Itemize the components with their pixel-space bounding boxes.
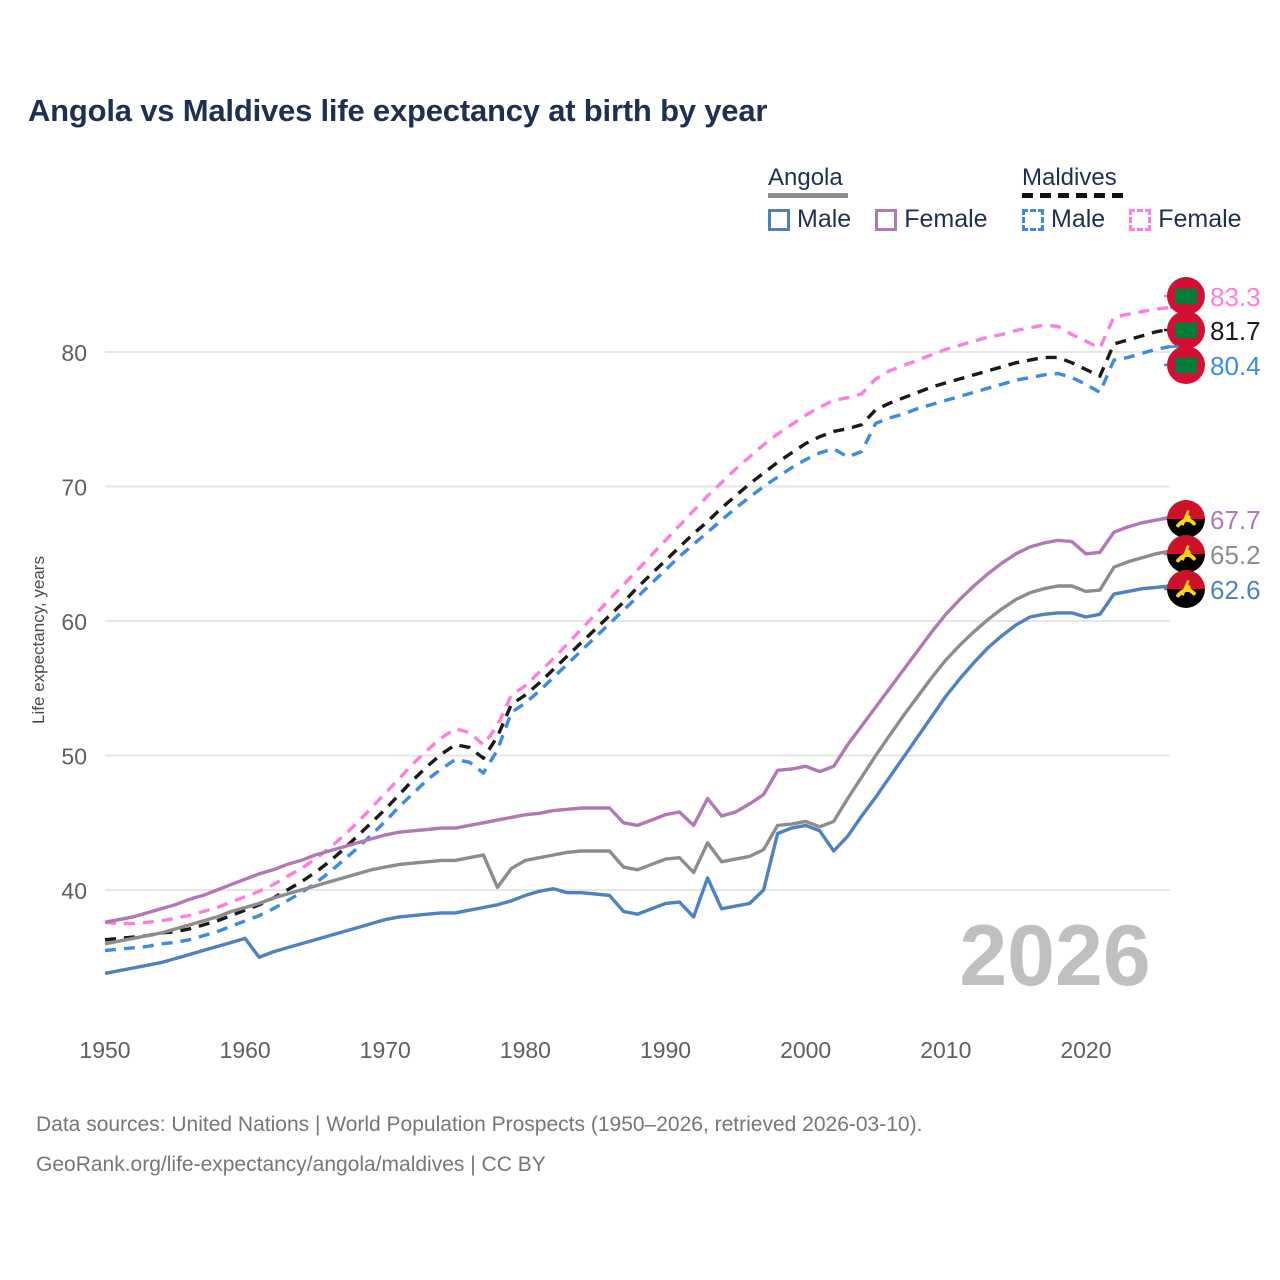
flag-icon-angola [1167, 535, 1205, 573]
series-line-maldives-total[interactable] [104, 327, 1171, 942]
x-tick-label: 2020 [1060, 1037, 1111, 1063]
flag-icon-maldives [1167, 277, 1205, 315]
series-line-maldives-female[interactable] [104, 305, 1171, 926]
chart-svg: 40 50 60 70 80 Life expectancy, years 2026 1950… [29, 277, 1261, 1063]
x-tick-label: 1960 [220, 1037, 271, 1063]
y-tick-label: 70 [61, 475, 87, 501]
legend-items-angola: Male Female [768, 207, 988, 232]
chart-footer: Data sources: United Nations | World Pop… [36, 1105, 1236, 1185]
y-tick-label: 80 [61, 340, 87, 366]
legend-label-angola-male: Male [797, 205, 852, 233]
footer-line-sources: Data sources: United Nations | World Pop… [36, 1113, 923, 1136]
x-tick-label: 1950 [79, 1037, 130, 1063]
legend-item-angola-female[interactable]: Female [875, 205, 988, 233]
page-title: Angola vs Maldives life expectancy at bi… [28, 93, 768, 128]
legend-item-maldives-female[interactable]: Female [1129, 205, 1242, 233]
flag-icon-maldives [1167, 311, 1205, 349]
legend-item-maldives-male[interactable]: Male [1022, 207, 1105, 232]
legend-swatch-icon-angola-female [875, 208, 898, 231]
x-tick-label: 2000 [780, 1037, 831, 1063]
end-value-label: 81.7 [1210, 316, 1261, 346]
legend-rule-maldives [1022, 193, 1127, 198]
flag-icon-maldives [1167, 346, 1205, 384]
x-tick-label: 1980 [500, 1037, 551, 1063]
chart-legend: Angola Male Female Maldives Male [0, 160, 1280, 240]
footer-line-attribution: GeoRank.org/life-expectancy/angola/maldi… [36, 1153, 546, 1176]
legend-group-title-angola: Angola [768, 164, 843, 191]
series-line-angola-male[interactable] [104, 584, 1171, 976]
legend-swatch-icon-maldives-male [1022, 208, 1044, 231]
legend-items-maldives: Male Female [1022, 207, 1242, 232]
x-tick-label: 1990 [640, 1037, 691, 1063]
legend-label-maldives-female: Female [1158, 205, 1242, 233]
flag-icon-angola [1167, 570, 1205, 608]
x-tick-label: 1970 [360, 1037, 411, 1063]
legend-item-angola-male[interactable]: Male [768, 207, 851, 232]
end-value-label: 80.4 [1210, 351, 1261, 381]
y-tick-label: 50 [61, 744, 87, 770]
legend-group-title-maldives: Maldives [1022, 164, 1117, 191]
series-line-maldives-male[interactable] [104, 344, 1171, 953]
legend-swatch-icon-angola-male [768, 208, 790, 231]
end-value-label: 62.6 [1210, 575, 1261, 605]
year-watermark: 2026 [959, 908, 1150, 1004]
y-tick-label: 60 [61, 609, 87, 635]
series-line-angola-female[interactable] [104, 515, 1171, 924]
end-value-label: 65.2 [1210, 540, 1261, 570]
legend-label-maldives-male: Male [1051, 205, 1106, 233]
legend-rule-angola [768, 193, 848, 198]
end-value-label: 67.7 [1210, 505, 1261, 535]
legend-group-angola: Angola Male Female [768, 165, 988, 232]
series-line-angola-total[interactable] [104, 549, 1171, 946]
legend-swatch-icon-maldives-female [1129, 208, 1152, 231]
legend-label-angola-female: Female [904, 205, 988, 233]
end-value-label: 83.3 [1210, 282, 1261, 312]
flag-icon-angola [1167, 500, 1205, 538]
legend-group-maldives: Maldives Male Female [1022, 165, 1242, 232]
y-axis-title: Life expectancy, years [29, 556, 48, 724]
y-tick-label: 40 [61, 878, 87, 904]
x-tick-label: 2010 [920, 1037, 971, 1063]
